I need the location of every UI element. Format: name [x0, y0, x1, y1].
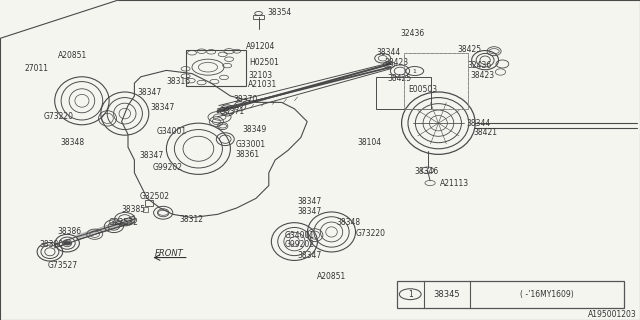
- Text: G99202: G99202: [285, 240, 315, 249]
- Bar: [253, 15, 264, 19]
- Text: G34001: G34001: [157, 127, 187, 136]
- Text: 38386: 38386: [58, 228, 82, 236]
- Text: 38423: 38423: [384, 58, 408, 67]
- Text: ( -’16MY1609): ( -’16MY1609): [520, 290, 574, 299]
- Text: G32502: G32502: [140, 192, 170, 201]
- Text: FRONT: FRONT: [156, 249, 184, 258]
- Bar: [186, 50, 246, 86]
- Text: 38344: 38344: [376, 48, 401, 57]
- Text: 38347: 38347: [138, 88, 162, 97]
- Text: 38316: 38316: [166, 77, 191, 86]
- Text: 38346: 38346: [415, 167, 439, 176]
- Text: 32103: 32103: [248, 71, 273, 80]
- Text: 38345: 38345: [433, 290, 460, 299]
- Text: A20851: A20851: [58, 52, 87, 60]
- Text: 38385: 38385: [122, 205, 146, 214]
- Text: 38348: 38348: [336, 218, 360, 227]
- Text: A20851: A20851: [317, 272, 346, 281]
- Text: G99202: G99202: [152, 164, 182, 172]
- Text: 38425: 38425: [458, 45, 482, 54]
- Text: 38348: 38348: [61, 138, 85, 147]
- Text: A21113: A21113: [440, 180, 470, 188]
- Text: G33001: G33001: [236, 140, 266, 149]
- Text: 38421: 38421: [474, 128, 498, 137]
- Text: A195001203: A195001203: [588, 310, 637, 319]
- Text: 38347: 38347: [298, 197, 322, 206]
- Text: G34001: G34001: [285, 231, 315, 240]
- Text: 38380: 38380: [40, 240, 64, 249]
- Text: 1: 1: [413, 68, 417, 74]
- Bar: [404, 53, 468, 109]
- Text: G22532: G22532: [109, 218, 139, 227]
- Text: 1: 1: [408, 290, 413, 299]
- Text: 38347: 38347: [298, 207, 322, 216]
- Text: 38371: 38371: [221, 108, 245, 116]
- Text: 38370: 38370: [234, 95, 258, 104]
- Text: 38347: 38347: [150, 103, 175, 112]
- Text: G73220: G73220: [355, 229, 385, 238]
- Text: 27011: 27011: [24, 64, 49, 73]
- Bar: [145, 200, 153, 206]
- Text: H02501: H02501: [250, 58, 280, 67]
- Text: 38312: 38312: [179, 215, 204, 224]
- Bar: [397, 281, 624, 308]
- Text: 32436: 32436: [400, 29, 424, 38]
- Text: E00503: E00503: [408, 85, 438, 94]
- Text: 38354: 38354: [268, 8, 292, 17]
- Text: 38347: 38347: [298, 252, 322, 260]
- Text: G73220: G73220: [44, 112, 74, 121]
- Text: 38349: 38349: [242, 125, 266, 134]
- Text: 32436: 32436: [467, 61, 492, 70]
- Text: 38423: 38423: [470, 71, 495, 80]
- Text: G73527: G73527: [48, 261, 78, 270]
- Text: A91204: A91204: [246, 42, 276, 51]
- Text: 38104: 38104: [357, 138, 381, 147]
- Circle shape: [63, 241, 71, 245]
- Text: 38344: 38344: [466, 119, 490, 128]
- Bar: [404, 53, 468, 109]
- Text: 38425: 38425: [387, 74, 412, 83]
- Text: 38361: 38361: [236, 150, 260, 159]
- Text: A21031: A21031: [248, 80, 278, 89]
- Text: 38347: 38347: [140, 151, 164, 160]
- Bar: [376, 77, 431, 109]
- Bar: [143, 207, 148, 212]
